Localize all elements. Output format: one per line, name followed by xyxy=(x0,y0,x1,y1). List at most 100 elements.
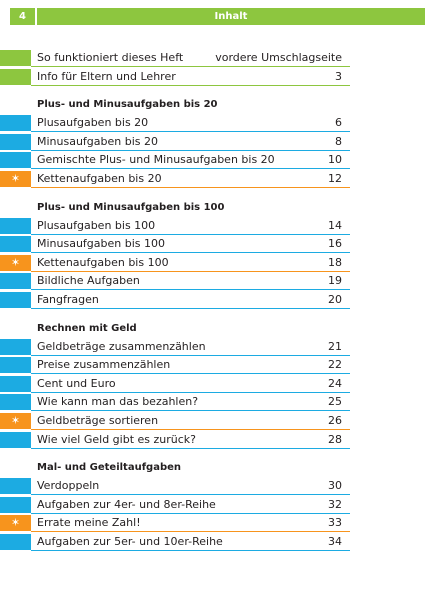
entry-page-number: 22 xyxy=(328,358,342,372)
toc-entry[interactable]: So funktioniert dieses Heft vordere Umsch… xyxy=(0,50,350,67)
entry-marker xyxy=(0,431,31,448)
entry-underline xyxy=(31,252,350,254)
entry-underline xyxy=(31,233,350,235)
entry-marker xyxy=(0,273,31,290)
entry-title: Fangfragen xyxy=(37,293,99,306)
toc-entry[interactable]: Errate meine Zahl! 33 xyxy=(0,515,350,533)
entry-title: Minusaufgaben bis 100 xyxy=(37,237,166,251)
entry-underline xyxy=(31,168,350,170)
entry-page-number: 30 xyxy=(328,479,342,493)
page-number: 4 xyxy=(10,8,35,25)
entry-page-number: 14 xyxy=(328,218,342,232)
entry-title: Plusaufgaben bis 20 xyxy=(37,116,149,130)
entry-title: Kettenaufgaben bis 100 xyxy=(37,255,169,269)
entry-title: Wie viel Geld gibt es zurück? xyxy=(37,432,196,446)
entry-marker xyxy=(0,152,31,169)
toc-entry[interactable]: Kettenaufgaben bis 20 12 xyxy=(0,171,350,188)
entry-title: Verdoppeln xyxy=(37,479,100,493)
entry-page-number: 28 xyxy=(328,432,342,446)
entry-page-number: 19 xyxy=(328,274,342,288)
entry-marker xyxy=(0,115,31,132)
toc-entry[interactable]: Info für Eltern und Lehrer 3 xyxy=(0,68,350,86)
entry-underline xyxy=(31,447,350,449)
entry-underline xyxy=(31,66,350,67)
page-title: Inhalt xyxy=(37,8,425,25)
entry-marker xyxy=(0,292,31,308)
toc-entry[interactable]: Geldbeträge sortieren 26 xyxy=(0,413,350,430)
entry-title: Info für Eltern und Lehrer xyxy=(37,69,176,83)
entry-title: Minusaufgaben bis 20 xyxy=(37,134,159,148)
entry-underline xyxy=(31,149,350,151)
entry-page-number: 16 xyxy=(328,237,342,251)
star-marker-icon xyxy=(0,171,31,187)
toc-entry[interactable]: Minusaufgaben bis 100 16 xyxy=(0,236,350,254)
entry-underline xyxy=(31,373,350,375)
entry-underline xyxy=(31,494,350,496)
entry-title: Plusaufgaben bis 100 xyxy=(37,218,156,232)
entry-page-number: vordere Umschlagseite xyxy=(215,51,342,64)
entry-page-number: 24 xyxy=(328,376,342,390)
toc-entry[interactable]: Aufgaben zur 4er- und 8er-Reihe 32 xyxy=(0,496,350,514)
toc-entry[interactable]: Gemischte Plus- und Minusaufgaben bis 20… xyxy=(0,152,350,170)
entry-underline xyxy=(31,354,350,356)
entry-marker xyxy=(0,50,31,66)
entry-title: Kettenaufgaben bis 20 xyxy=(37,172,162,185)
entry-underline xyxy=(31,391,350,393)
toc-entry[interactable]: Wie viel Geld gibt es zurück? 28 xyxy=(0,431,350,449)
entry-marker xyxy=(0,534,31,550)
entry-underline xyxy=(31,187,350,188)
entry-underline xyxy=(31,531,350,533)
entry-title: Aufgaben zur 5er- und 10er-Reihe xyxy=(37,535,223,548)
entry-underline xyxy=(31,131,350,133)
entry-marker xyxy=(0,68,31,85)
toc-entry[interactable]: Fangfragen 20 xyxy=(0,292,350,309)
entry-underline xyxy=(31,289,350,291)
entry-page-number: 12 xyxy=(328,172,342,185)
section-heading: Rechnen mit Geld xyxy=(37,322,137,334)
star-marker-icon xyxy=(0,413,31,429)
entry-marker xyxy=(0,338,31,355)
entry-underline xyxy=(31,410,350,412)
toc-entry[interactable]: Preise zusammenzählen 22 xyxy=(0,357,350,375)
toc-entry[interactable]: Kettenaufgaben bis 100 18 xyxy=(0,254,350,272)
toc-entry[interactable]: Aufgaben zur 5er- und 10er-Reihe 34 xyxy=(0,534,350,551)
toc-entry[interactable]: Geldbeträge zusammenzählen 21 xyxy=(0,338,350,356)
entry-title: Bildliche Aufgaben xyxy=(37,274,140,288)
toc-entry[interactable]: Verdoppeln 30 xyxy=(0,478,350,496)
toc-entry[interactable]: Plusaufgaben bis 100 14 xyxy=(0,217,350,235)
entry-underline xyxy=(31,308,350,309)
entry-page-number: 34 xyxy=(328,535,342,548)
entry-page-number: 6 xyxy=(335,116,342,130)
entry-page-number: 26 xyxy=(328,414,342,427)
entry-page-number: 21 xyxy=(328,339,342,353)
entry-marker xyxy=(0,394,31,411)
star-marker-icon xyxy=(0,515,31,532)
page-header: 4 Inhalt xyxy=(0,8,425,25)
section-heading: Mal- und Geteiltaufgaben xyxy=(37,462,182,474)
toc-entry[interactable]: Minusaufgaben bis 20 8 xyxy=(0,133,350,151)
entry-page-number: 8 xyxy=(335,134,342,148)
entry-marker xyxy=(0,217,31,234)
entry-underline xyxy=(31,512,350,514)
entry-title: Wie kann man das bezahlen? xyxy=(37,395,199,409)
toc-entry[interactable]: Wie kann man das bezahlen? 25 xyxy=(0,394,350,412)
entry-marker xyxy=(0,236,31,253)
toc-entry[interactable]: Bildliche Aufgaben 19 xyxy=(0,273,350,291)
entry-page-number: 20 xyxy=(328,293,342,306)
entry-title: Geldbeträge zusammenzählen xyxy=(37,339,206,353)
entry-underline xyxy=(31,550,350,551)
entry-underline xyxy=(31,429,350,430)
entry-page-number: 18 xyxy=(328,255,342,269)
entry-page-number: 10 xyxy=(328,153,342,167)
entry-title: Preise zusammenzählen xyxy=(37,358,171,372)
entry-marker xyxy=(0,478,31,495)
entry-title: Geldbeträge sortieren xyxy=(37,414,159,427)
section-heading: Plus- und Minusaufgaben bis 100 xyxy=(37,201,225,213)
entry-title: Aufgaben zur 4er- und 8er-Reihe xyxy=(37,497,216,511)
toc-entry[interactable]: Cent und Euro 24 xyxy=(0,375,350,393)
toc-entry[interactable]: Plusaufgaben bis 20 6 xyxy=(0,115,350,133)
entry-marker xyxy=(0,133,31,150)
entry-marker xyxy=(0,357,31,374)
entry-page-number: 3 xyxy=(335,69,342,83)
entry-underline xyxy=(31,84,350,86)
